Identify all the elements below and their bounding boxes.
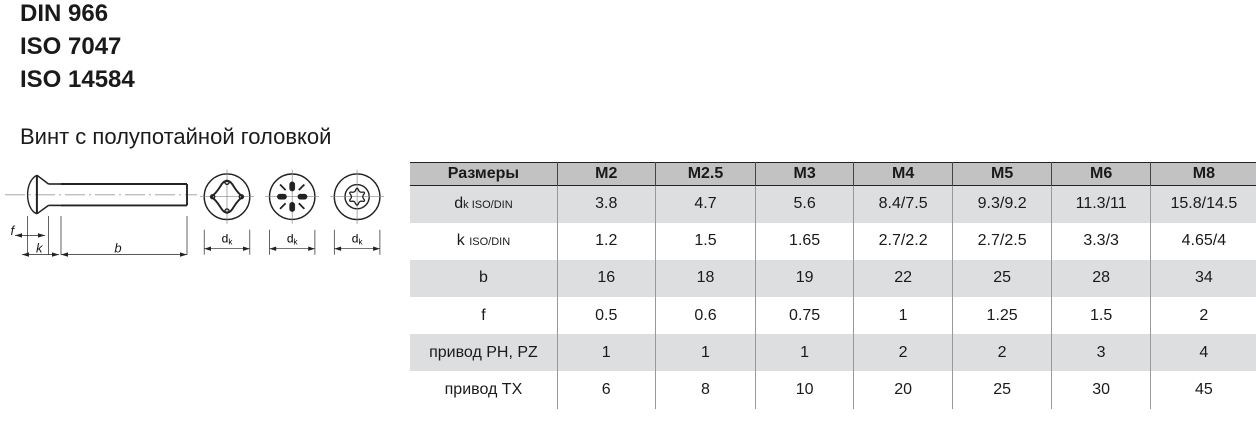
svg-text:f: f xyxy=(11,223,16,238)
svg-text:b: b xyxy=(114,241,121,256)
svg-text:k: k xyxy=(36,241,44,256)
svg-text:dk: dk xyxy=(222,232,234,247)
svg-text:dk: dk xyxy=(287,232,299,247)
svg-text:dk: dk xyxy=(352,232,364,247)
